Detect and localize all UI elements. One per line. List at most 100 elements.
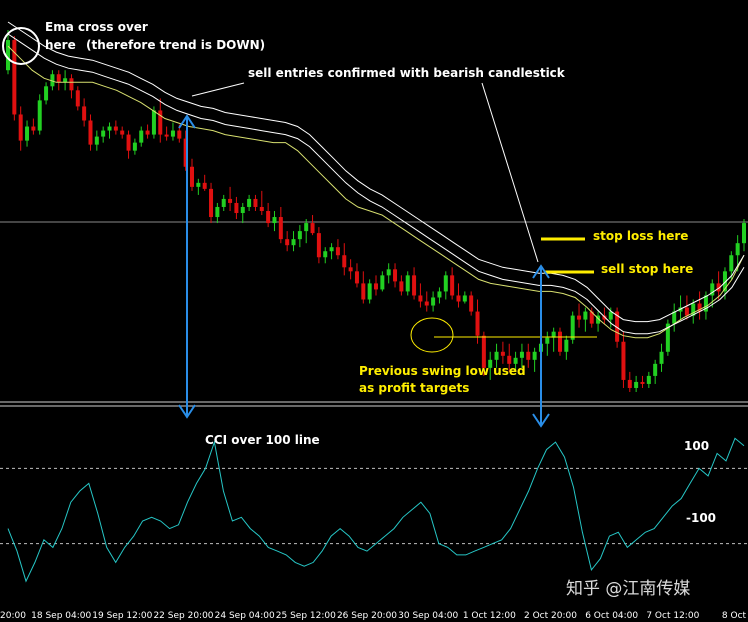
candle-body	[50, 74, 55, 87]
ema-fast-line	[7, 45, 745, 339]
candle-body	[107, 126, 112, 131]
watermark: 知乎 @江南传媒	[566, 579, 690, 599]
candle-body	[450, 275, 455, 296]
candle-body	[215, 206, 220, 218]
candle-body	[367, 283, 372, 300]
sell-entry-pointer-left	[191, 82, 245, 97]
candle-body	[291, 239, 296, 246]
candle-body	[69, 78, 74, 91]
swing-low-label-1: Previous swing low used	[359, 364, 526, 378]
candle-body	[570, 315, 575, 340]
candle-body	[583, 311, 588, 320]
candle-body	[386, 269, 391, 276]
candle-body	[596, 315, 601, 324]
candle-body	[234, 202, 239, 214]
candle-body	[37, 100, 42, 131]
candle-body	[88, 120, 93, 145]
cci-line	[7, 437, 745, 583]
candle-body	[361, 283, 366, 300]
candle-body	[316, 233, 321, 258]
candle-body	[120, 130, 125, 135]
entry-arrow-2	[532, 264, 550, 428]
candle-body	[374, 283, 378, 290]
candle-body	[602, 315, 607, 320]
candle-body	[507, 355, 512, 364]
candle-body	[44, 86, 49, 101]
candle-body	[646, 375, 651, 384]
x-tick-label: 26 Sep 20:00	[337, 611, 397, 621]
candle-body	[589, 311, 594, 324]
candle-body	[475, 311, 480, 336]
candle-body	[285, 239, 290, 246]
candle-body	[564, 339, 569, 352]
candle-body	[380, 275, 385, 290]
candle-body	[703, 295, 708, 312]
x-tick-label: 30 Sep 04:00	[398, 611, 458, 621]
ema-slow-line	[7, 33, 745, 335]
candle-body	[697, 303, 702, 312]
candle-body	[722, 271, 727, 292]
candle-body	[266, 211, 271, 224]
candle-body	[158, 110, 163, 135]
ema-slow-upper-line	[7, 21, 745, 323]
candle-body	[615, 311, 620, 342]
candle-body	[684, 307, 689, 316]
candle-body	[665, 323, 670, 352]
candle-body	[659, 351, 664, 364]
candle-body	[196, 182, 201, 187]
candle-body	[405, 275, 410, 292]
candle-body	[354, 271, 359, 284]
candle-body	[132, 142, 137, 151]
price-panel	[6, 21, 746, 392]
candle-body	[240, 206, 245, 214]
candle-body	[56, 74, 61, 83]
candle-body	[145, 130, 150, 135]
candle-body	[500, 351, 505, 356]
cci-level-100-label: 100	[684, 439, 709, 453]
x-tick-label: 25 Sep 12:00	[276, 611, 336, 621]
x-tick-label: 8 Oct	[722, 611, 747, 621]
candle-body	[297, 231, 302, 240]
ema-cross-label-1: Ema cross over	[45, 20, 148, 34]
x-tick-label: 18 Sep 04:00	[31, 611, 91, 621]
candle-body	[742, 223, 746, 244]
candle-body	[221, 198, 226, 207]
candle-body	[139, 130, 144, 143]
x-axis-ticks: 20:00 18 Sep 04:00 19 Sep 12:00 22 Sep 20:0…	[0, 611, 747, 621]
candle-body	[735, 243, 740, 256]
candle-body	[640, 381, 645, 384]
candle-body	[691, 303, 696, 316]
candle-body	[310, 223, 315, 234]
candle-body	[710, 283, 715, 296]
annotations: Ema cross over here (therefore trend is …	[2, 20, 693, 447]
candle-body	[82, 106, 87, 121]
candle-body	[418, 295, 423, 302]
candle-body	[412, 275, 417, 296]
candle-body	[228, 198, 233, 203]
candle-body	[634, 381, 639, 388]
candle-body	[177, 130, 182, 139]
candle-body	[94, 136, 99, 145]
candle-body	[348, 267, 353, 272]
candle-body	[424, 301, 429, 306]
entry-arrow-1	[178, 114, 196, 419]
x-tick-label: 1 Oct 12:00	[463, 611, 516, 621]
candle-body	[399, 281, 404, 292]
candle-body	[253, 198, 258, 207]
candle-body	[12, 40, 17, 115]
candle-body	[164, 134, 169, 137]
cci-over-label: CCI over 100 line	[205, 433, 320, 447]
candle-body	[729, 255, 734, 272]
candle-body	[126, 134, 131, 151]
candle-body	[526, 351, 531, 360]
candle-body	[462, 295, 467, 302]
swing-low-label-2: as profit targets	[359, 381, 469, 395]
candle-body	[488, 359, 493, 368]
x-tick-label: 20:00	[0, 611, 26, 621]
candle-body	[513, 357, 518, 364]
candle-body	[75, 90, 80, 107]
trend-down-label: (therefore trend is DOWN)	[86, 38, 265, 52]
candle-body	[716, 283, 721, 292]
